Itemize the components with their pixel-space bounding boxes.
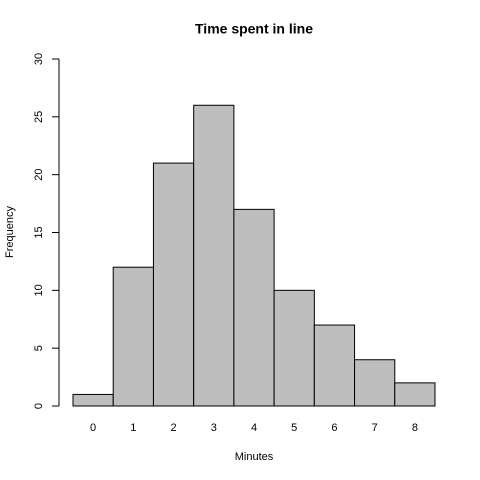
y-tick-label: 5 [33, 345, 45, 351]
x-tick-label: 0 [90, 422, 96, 434]
bar [233, 208, 275, 407]
bar [193, 104, 235, 407]
bar [394, 382, 436, 407]
x-axis-label: Minutes [235, 451, 274, 463]
y-tick-label: 10 [33, 284, 45, 296]
y-tick-label: 15 [33, 226, 45, 238]
y-axis-label: Frequency [4, 206, 16, 258]
bar [313, 324, 356, 407]
bar [354, 359, 396, 407]
bar [152, 162, 195, 407]
x-tick-label: 8 [412, 422, 418, 434]
chart-title: Time spent in line [195, 21, 313, 37]
x-tick-label: 3 [211, 422, 217, 434]
x-tick-label: 5 [291, 422, 297, 434]
bar [72, 393, 114, 407]
y-tick-label: 20 [33, 169, 45, 181]
x-tick-label: 1 [130, 422, 136, 434]
bar [112, 266, 154, 407]
x-tick-label: 2 [170, 422, 176, 434]
x-tick-label: 7 [372, 422, 378, 434]
x-tick-label: 6 [331, 422, 337, 434]
y-tick-label: 0 [33, 403, 45, 409]
y-tick-label: 25 [33, 111, 45, 123]
y-tick-label: 30 [33, 53, 45, 65]
bar [273, 289, 315, 407]
x-tick-label: 4 [251, 422, 257, 434]
